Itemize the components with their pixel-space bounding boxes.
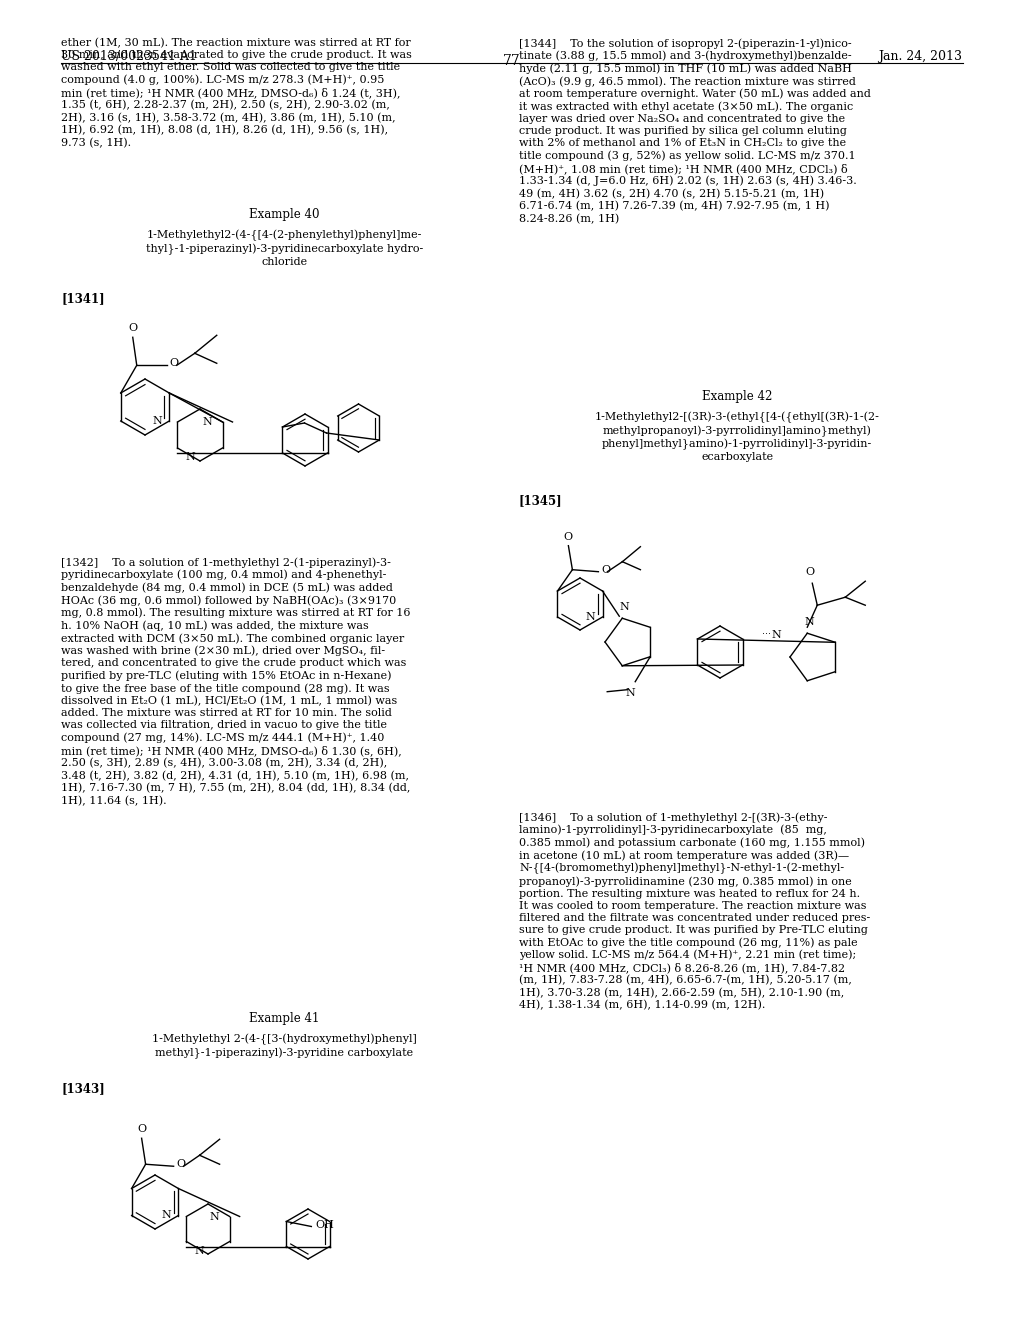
Text: N: N xyxy=(153,416,162,426)
Text: O: O xyxy=(176,1159,185,1170)
Text: Example 41: Example 41 xyxy=(249,1012,319,1026)
Text: 1-Methylethyl2-(4-{[4-(2-phenylethyl)phenyl]me-
thyl}-1-piperazinyl)-3-pyridinec: 1-Methylethyl2-(4-{[4-(2-phenylethyl)phe… xyxy=(145,230,423,267)
Text: [1342]    To a solution of 1-methylethyl 2-(1-piperazinyl)-3-
pyridinecarboxylat: [1342] To a solution of 1-methylethyl 2-… xyxy=(61,557,411,805)
Text: [1341]: [1341] xyxy=(61,292,105,305)
Text: N: N xyxy=(195,1246,204,1255)
Text: N: N xyxy=(185,451,196,462)
Text: O: O xyxy=(170,358,179,368)
Text: N: N xyxy=(805,618,814,627)
Text: O: O xyxy=(564,532,573,541)
Text: N: N xyxy=(586,612,596,622)
Text: [1345]: [1345] xyxy=(519,494,562,507)
Text: OH: OH xyxy=(315,1221,334,1230)
Text: 1-Methylethyl 2-(4-{[3-(hydroxymethyl)phenyl]
methyl}-1-piperazinyl)-3-pyridine : 1-Methylethyl 2-(4-{[3-(hydroxymethyl)ph… xyxy=(152,1034,417,1059)
Text: [1344]    To the solution of isopropyl 2-(piperazin-1-yl)nico-
tinate (3.88 g, 1: [1344] To the solution of isopropyl 2-(p… xyxy=(519,38,870,224)
Text: N: N xyxy=(771,630,781,640)
Text: [1343]: [1343] xyxy=(61,1082,105,1096)
Text: O: O xyxy=(137,1125,146,1134)
Text: 1-Methylethyl2-[(3R)-3-(ethyl{[4-({ethyl[(3R)-1-(2-
methylpropanoyl)-3-pyrrolidi: 1-Methylethyl2-[(3R)-3-(ethyl{[4-({ethyl… xyxy=(595,412,880,462)
Text: N: N xyxy=(626,688,635,698)
Text: N: N xyxy=(162,1210,171,1221)
Text: N: N xyxy=(620,602,629,612)
Text: [1346]    To a solution of 1-methylethyl 2-[(3R)-3-(ethy-
lamino)-1-pyrrolidinyl: [1346] To a solution of 1-methylethyl 2-… xyxy=(519,812,870,1011)
Text: N: N xyxy=(210,1212,220,1221)
Text: O: O xyxy=(128,323,137,333)
Text: N: N xyxy=(203,417,213,426)
Text: O: O xyxy=(806,568,815,577)
Text: 77: 77 xyxy=(503,54,521,69)
Text: ether (1M, 30 mL). The reaction mixture was stirred at RT for
30 min, and then e: ether (1M, 30 mL). The reaction mixture … xyxy=(61,38,413,148)
Text: O: O xyxy=(601,565,610,574)
Text: ···: ··· xyxy=(762,628,771,639)
Text: Example 40: Example 40 xyxy=(249,209,319,220)
Text: Example 42: Example 42 xyxy=(702,389,772,403)
Text: US 2013/0023541 A1: US 2013/0023541 A1 xyxy=(61,50,198,63)
Text: Jan. 24, 2013: Jan. 24, 2013 xyxy=(879,50,963,63)
